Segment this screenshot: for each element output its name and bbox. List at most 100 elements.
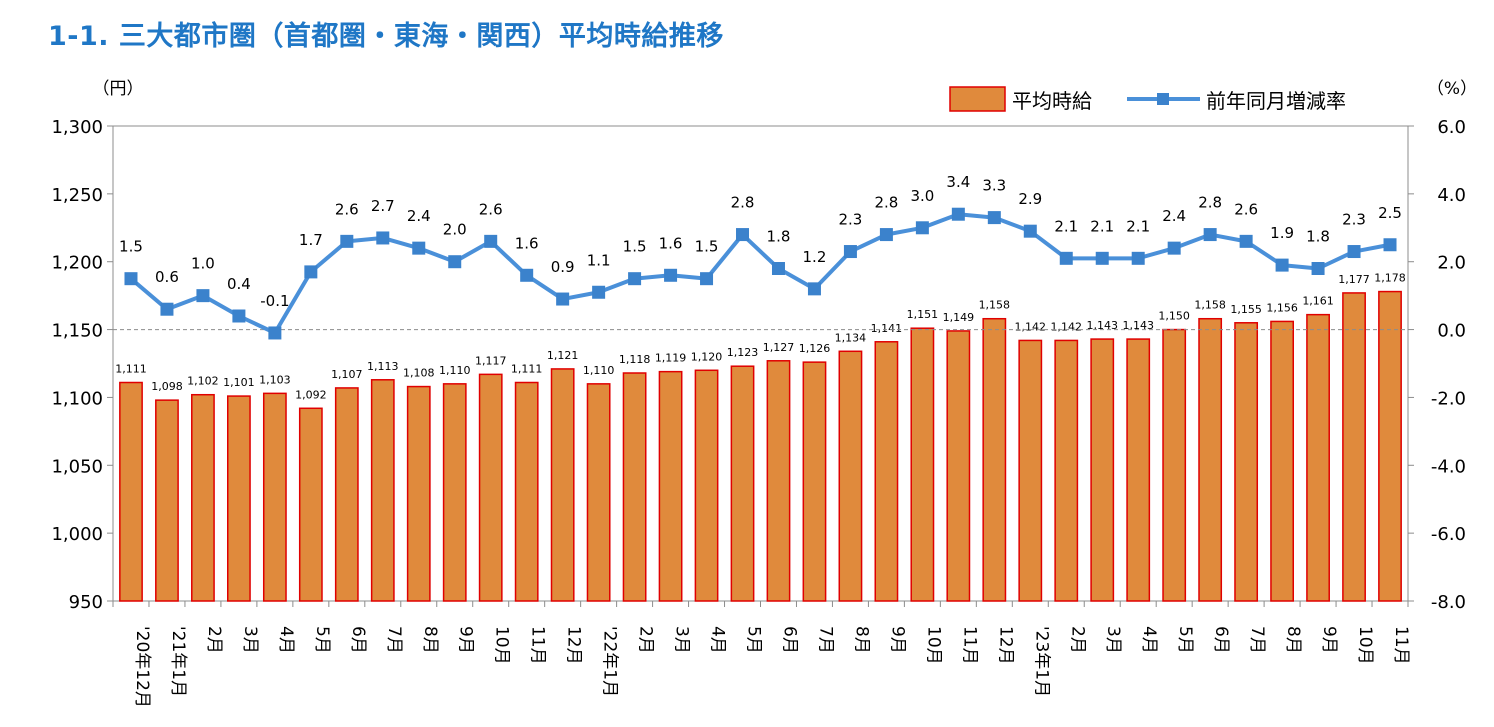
left-axis-unit: （円）: [93, 79, 144, 99]
bar-value-label: 1,151: [907, 308, 939, 321]
bar-average-hourly-wage: [1126, 338, 1151, 602]
bar-average-hourly-wage: [1090, 338, 1115, 602]
bar-average-hourly-wage: [622, 372, 647, 602]
line-point-marker: [664, 268, 678, 282]
x-axis-category-label: 3月: [672, 626, 692, 654]
bar-value-label: 1,123: [727, 346, 759, 359]
bar-value-label: 1,142: [1015, 320, 1047, 333]
x-axis-category-label: '20年12月: [132, 626, 152, 708]
line-value-label: 3.3: [982, 177, 1006, 195]
line-value-label: 2.6: [479, 200, 503, 218]
line-point-marker: [268, 326, 282, 340]
line-value-label: 0.4: [227, 275, 251, 293]
legend-line-marker: [1157, 93, 1169, 105]
bar-value-label: 1,156: [1266, 301, 1298, 314]
bar-average-hourly-wage: [874, 341, 899, 602]
x-axis-category-label: 3月: [240, 626, 260, 654]
bar-average-hourly-wage: [262, 392, 287, 602]
bar-average-hourly-wage: [1270, 320, 1294, 602]
line-point-marker: [448, 255, 462, 269]
right-axis-tick-label: 4.0: [1437, 185, 1466, 206]
bar-average-hourly-wage: [155, 399, 179, 602]
line-value-label: 1.1: [587, 251, 611, 269]
line-point-marker: [232, 309, 246, 323]
line-point-marker: [771, 262, 785, 275]
line-point-marker: [520, 268, 534, 282]
bar-average-hourly-wage: [586, 383, 611, 602]
bar-average-hourly-wage: [694, 369, 719, 602]
bar-value-label: 1,150: [1158, 310, 1190, 323]
line-value-label: 2.3: [1342, 211, 1366, 229]
line-point-marker: [1383, 238, 1397, 252]
bar-value-label: 1,111: [511, 363, 543, 376]
x-axis-category-label: 10月: [923, 626, 943, 665]
left-axis-tick-label: 950: [69, 592, 103, 613]
line-point-marker: [628, 272, 642, 286]
line-value-label: 2.3: [839, 211, 863, 229]
x-axis-category-label: 11月: [528, 626, 548, 665]
x-axis-category-label: 8月: [1283, 626, 1303, 654]
bar-average-hourly-wage: [1198, 317, 1223, 602]
chart-title: 1-1. 三大都市圏（首都圏・東海・関西）平均時給推移: [48, 21, 724, 52]
line-value-label: 0.6: [155, 268, 179, 286]
right-axis-tick-label: -2.0: [1431, 388, 1466, 409]
bar-average-hourly-wage: [766, 360, 791, 602]
bar-average-hourly-wage: [298, 407, 323, 602]
x-axis-category-label: 7月: [1247, 626, 1267, 654]
bar-value-label: 1,110: [583, 364, 615, 377]
bar-average-hourly-wage: [514, 381, 539, 602]
x-axis-category-label: 5月: [744, 626, 764, 654]
bar-value-label: 1,117: [475, 354, 507, 367]
x-axis-category-label: 7月: [815, 626, 835, 654]
bar-average-hourly-wage: [1054, 339, 1079, 602]
right-axis-unit: （%）: [1427, 79, 1477, 99]
line-point-marker: [1347, 245, 1361, 259]
x-axis-category-label: '23年1月: [1031, 626, 1051, 697]
bar-average-hourly-wage: [442, 383, 467, 602]
right-axis-tick-label: 2.0: [1437, 253, 1466, 274]
line-point-marker: [1095, 251, 1109, 265]
line-value-label: 2.8: [1198, 194, 1222, 212]
x-axis-category-label: 2月: [204, 626, 224, 654]
line-value-label: 3.0: [910, 187, 934, 205]
bar-average-hourly-wage: [478, 373, 503, 602]
right-axis-tick-label: 6.0: [1437, 117, 1466, 138]
line-point-marker: [556, 292, 570, 306]
left-axis-tick-label: 1,250: [51, 185, 103, 206]
line-point-marker: [879, 228, 893, 242]
x-axis-category-label: 3月: [1103, 626, 1123, 654]
x-axis-category-label: '22年1月: [600, 626, 620, 697]
line-value-label: 1.9: [1270, 224, 1294, 242]
bar-value-label: 1,158: [979, 299, 1011, 312]
right-axis-tick-label: -6.0: [1431, 524, 1466, 545]
bar-value-label: 1,103: [259, 373, 291, 386]
x-axis-category-label: 8月: [420, 626, 440, 654]
x-axis-category-label: 5月: [312, 626, 332, 654]
bar-value-label: 1,110: [439, 364, 471, 377]
left-axis-tick-label: 1,000: [51, 524, 103, 545]
bar-average-hourly-wage: [910, 327, 935, 602]
line-value-label: 2.1: [1090, 217, 1114, 235]
line-value-label: 2.5: [1378, 204, 1402, 222]
line-value-label: 1.5: [623, 238, 647, 256]
x-axis-category-label: 12月: [995, 626, 1015, 665]
bar-value-label: 1,107: [331, 368, 363, 381]
bar-average-hourly-wage: [191, 393, 215, 602]
bar-value-label: 1,118: [619, 353, 651, 366]
x-axis-category-label: 8月: [851, 626, 871, 654]
bar-average-hourly-wage: [370, 379, 395, 602]
line-point-marker: [412, 241, 426, 255]
bar-value-label: 1,142: [1051, 320, 1083, 333]
line-point-marker: [124, 272, 138, 286]
left-axis-tick-label: 1,050: [51, 456, 103, 477]
line-value-label: 3.4: [946, 173, 970, 191]
x-axis-category-label: 2月: [1067, 626, 1087, 654]
bar-average-hourly-wage: [550, 368, 575, 602]
x-axis-category-label: 11月: [959, 626, 979, 665]
line-point-marker: [484, 234, 498, 248]
line-value-label: 1.5: [119, 238, 143, 256]
bar-average-hourly-wage: [1342, 292, 1366, 602]
line-point-marker: [1059, 251, 1073, 265]
line-point-marker: [700, 272, 714, 286]
